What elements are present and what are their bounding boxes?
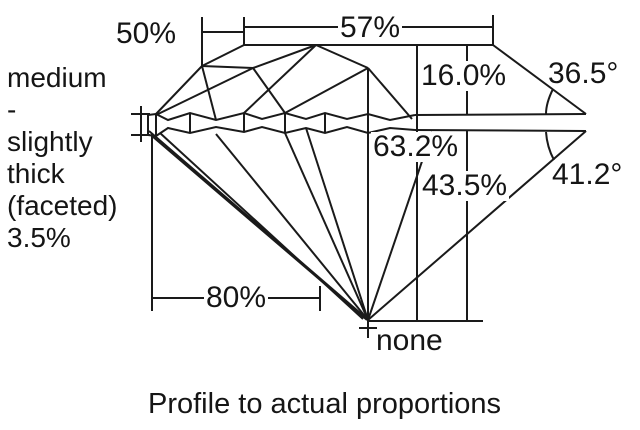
girdle-line-5: (faceted) [7,190,118,221]
crown-height-label: 16.0% [419,59,509,92]
girdle-line-6: 3.5% [7,222,71,253]
culet-label: none [376,324,443,357]
caption: Profile to actual proportions [148,388,502,420]
crown-outline [155,44,587,115]
pavilion-depth-label: 43.5% [420,169,510,202]
star-length-label: 50% [116,17,177,50]
girdle-line-4: thick [7,158,65,189]
girdle-line-2: - [7,94,17,125]
girdle-line-3: slightly [7,126,93,157]
total-depth-label: 63.2% [371,130,461,163]
crown-facets [155,44,413,121]
girdle-line-1: medium [7,62,107,93]
crown-angle-label: 36.5° [548,57,619,90]
angle-arcs [545,88,555,161]
pavilion-facets [148,68,587,321]
girdle-description: medium - slightly thick (faceted) 3.5% [7,62,118,254]
lower-half-label: 80% [204,281,269,314]
pavilion-angle-label: 41.2° [552,158,623,191]
table-size-label: 57% [338,11,403,44]
